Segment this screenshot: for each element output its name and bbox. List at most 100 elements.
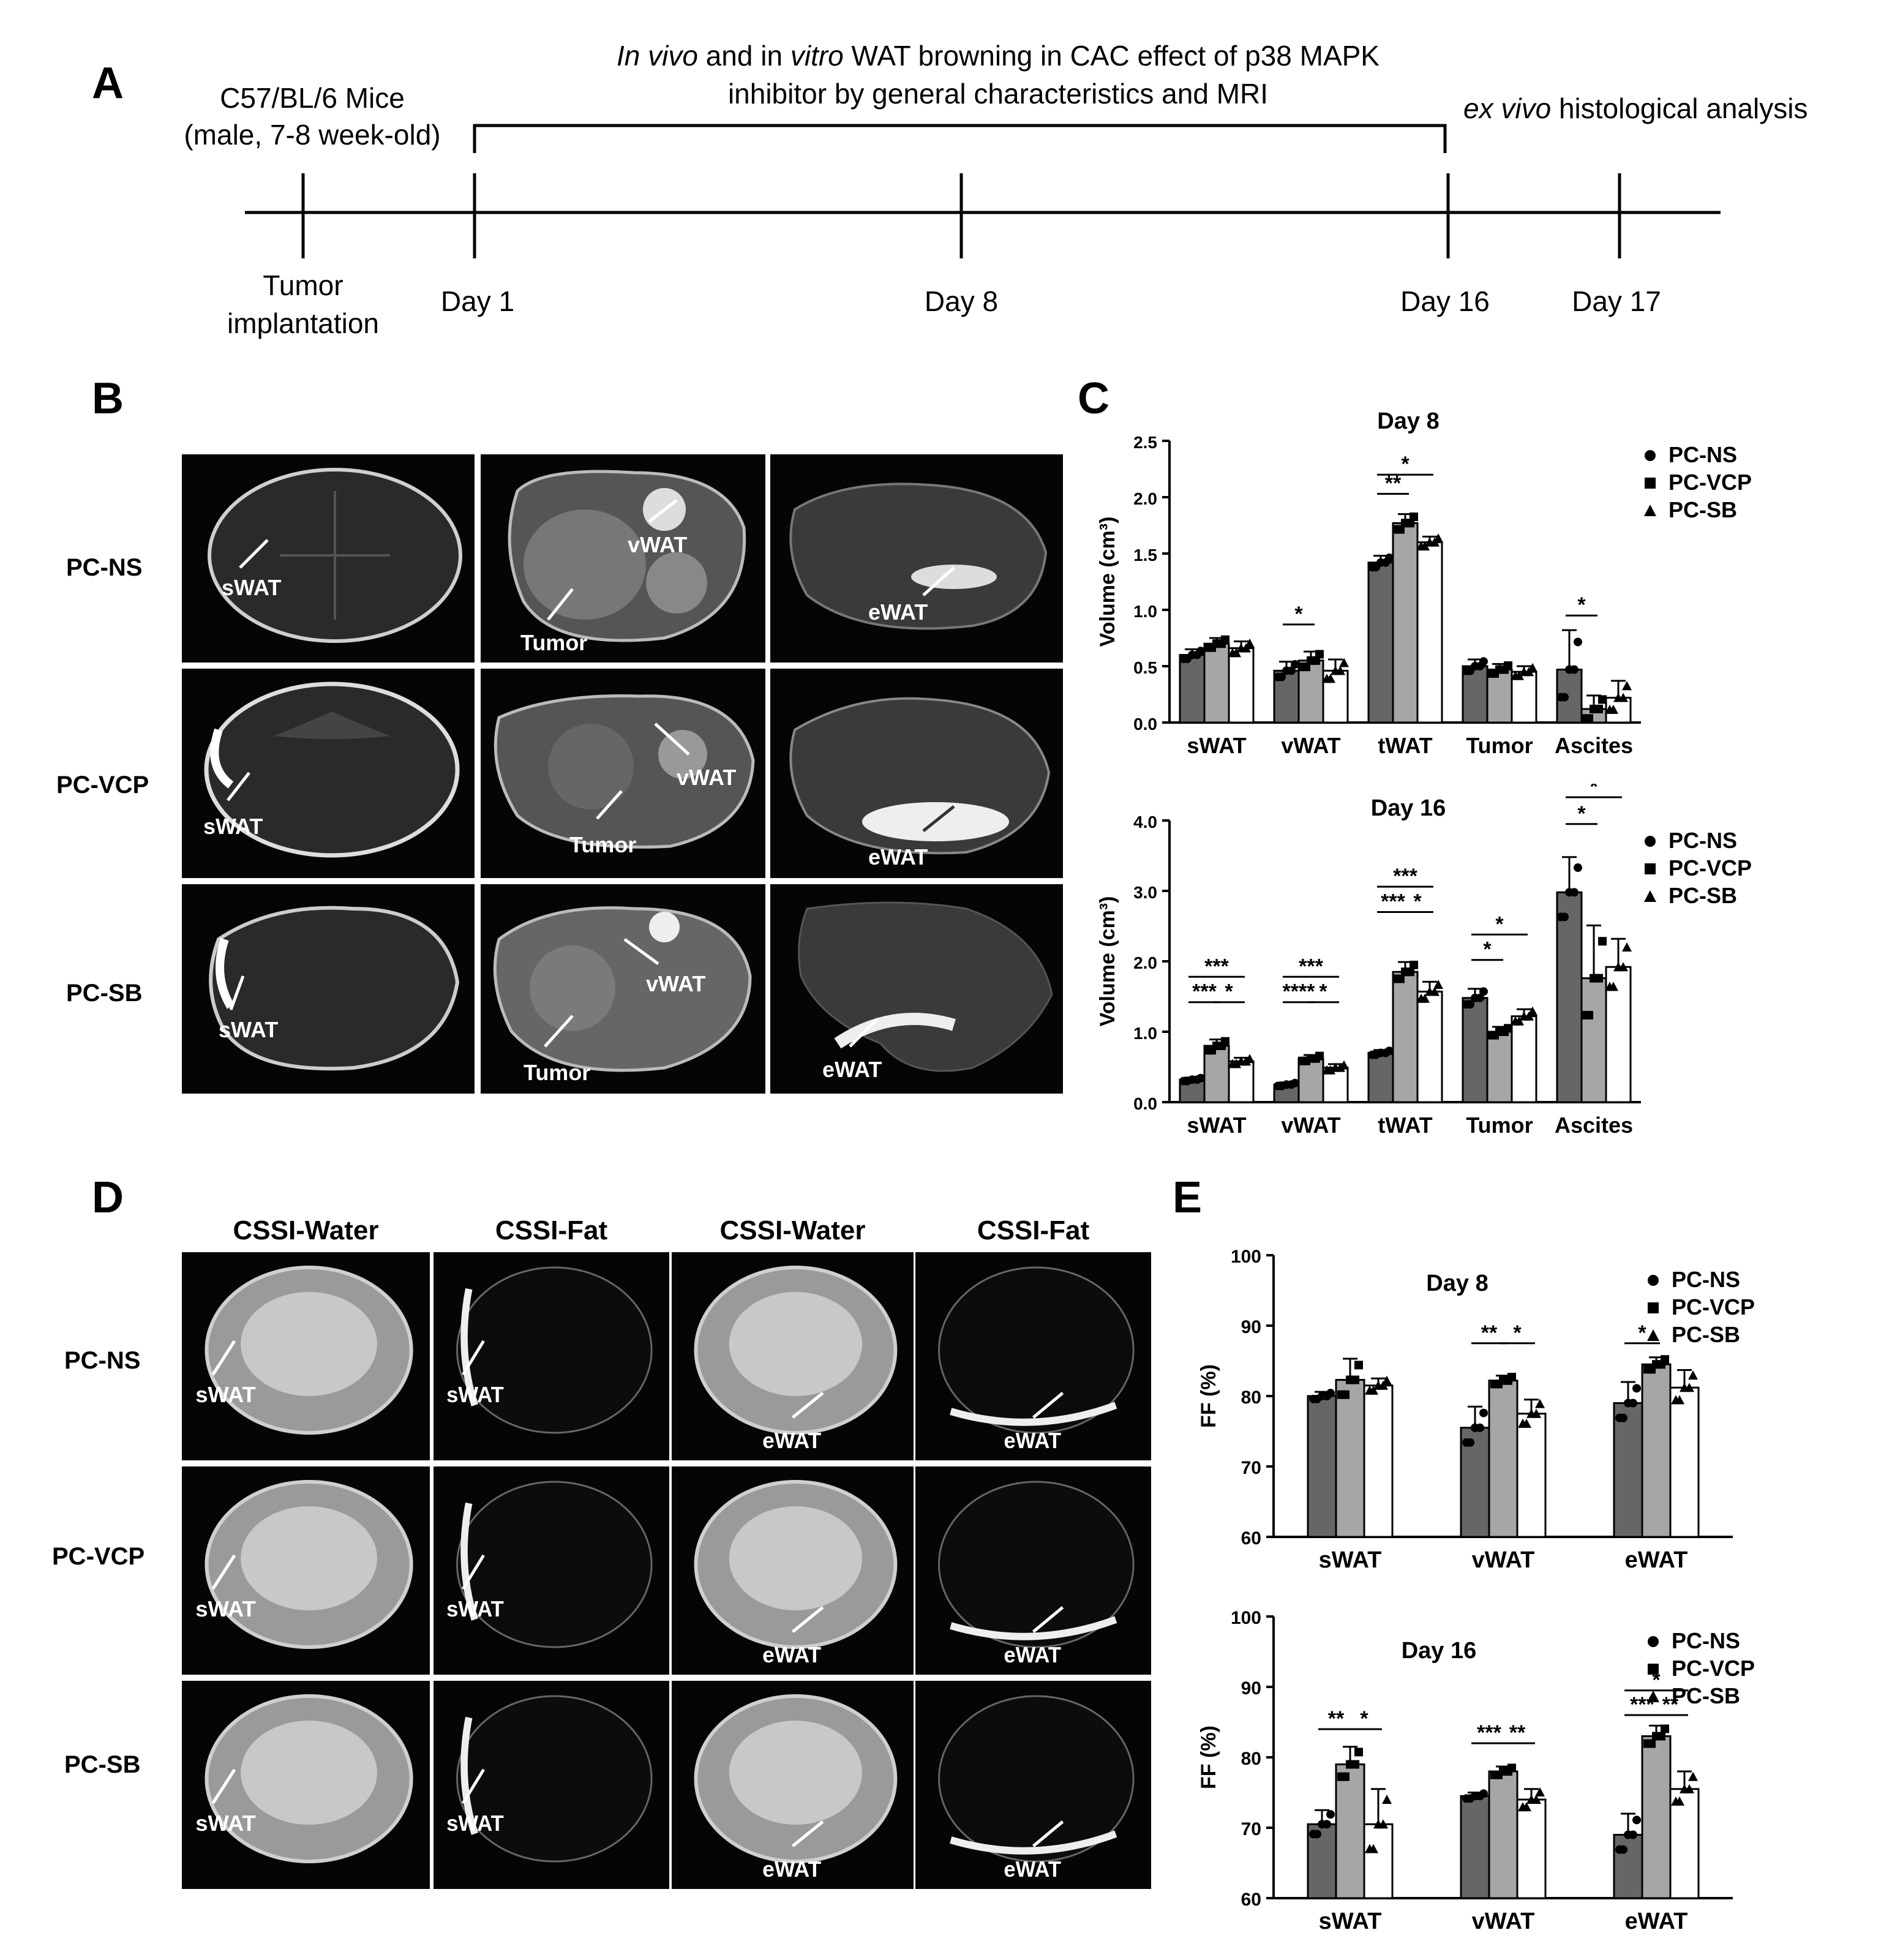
d-col-label-2: CSSI-Fat (495, 1215, 608, 1245)
b-annot-ewat-ns: eWAT (868, 599, 928, 625)
significance-label: * (1483, 938, 1492, 961)
b-row-label-vcp: PC-VCP (56, 772, 149, 798)
data-point (1476, 1792, 1484, 1801)
data-point (1622, 681, 1632, 691)
y-tick-label: 100 (1231, 1608, 1261, 1628)
data-point (1193, 650, 1201, 659)
b-annot-ewat-vcp: eWAT (868, 844, 928, 869)
data-point (1382, 1375, 1392, 1385)
d-mri-r3-c4: eWAT (915, 1681, 1151, 1889)
data-point (1277, 672, 1286, 681)
significance-label: * (1413, 890, 1422, 914)
data-point (1531, 1795, 1541, 1804)
bar-ascites-pc-vcp (1580, 977, 1607, 1103)
panel-e-letter: E (1173, 1173, 1203, 1222)
data-point (1420, 993, 1430, 1003)
data-point (1312, 656, 1320, 665)
legend-marker (1644, 890, 1656, 902)
d-annot-swat-r1-c1: sWAT (195, 1382, 256, 1407)
legend-label: PC-VCP (1672, 1656, 1755, 1681)
data-point (1231, 1059, 1241, 1068)
chart-title: Day 8 (1377, 408, 1439, 434)
data-point (1326, 1810, 1335, 1819)
b-mri-ns-1: sWAT (182, 454, 475, 663)
b-mri-vcp-2: vWAT Tumor (481, 669, 765, 878)
data-point (1675, 1395, 1684, 1405)
data-point (1594, 704, 1603, 713)
y-tick-label: 60 (1241, 1890, 1261, 1910)
data-point (1522, 1418, 1531, 1428)
significance-label: ** (1385, 471, 1402, 495)
bar-tumor-pc-vcp (1486, 669, 1513, 724)
bar-twat-pc-sb (1416, 541, 1443, 724)
d-annot-swat-r3-c1: sWAT (195, 1811, 256, 1836)
category-label: vWAT (1472, 1909, 1535, 1934)
d-mri-r2-c3: eWAT (672, 1466, 914, 1675)
data-point (1378, 1380, 1388, 1390)
d-annot-ewat-r1-c4: eWAT (1004, 1429, 1061, 1453)
significance-label: ** (1328, 1707, 1345, 1730)
significance-label: *** (1204, 955, 1229, 978)
bracket-title-mid-1: and in (697, 40, 790, 72)
data-point (1406, 519, 1414, 528)
bar-ewat-pc-sb (1669, 1386, 1700, 1538)
chart-title: Day 16 (1402, 1638, 1477, 1664)
data-point (1476, 662, 1484, 670)
b-annot-tumor-vcp: Tumor (569, 832, 636, 857)
data-point (1354, 1361, 1363, 1370)
d-col-label-1: CSSI-Water (233, 1215, 379, 1245)
b-mri-vcp-3: eWAT (770, 669, 1063, 878)
data-point (1207, 643, 1216, 652)
legend-label: PC-NS (1669, 828, 1737, 853)
data-point (1291, 660, 1299, 669)
data-point (1522, 1802, 1531, 1812)
d-annot-ewat-r3-c4: eWAT (1004, 1857, 1061, 1882)
category-label: eWAT (1625, 1909, 1688, 1934)
data-point (1354, 1748, 1363, 1757)
data-point (1632, 1384, 1641, 1393)
data-point (1514, 670, 1524, 680)
significance-label: * (1495, 912, 1504, 936)
bar-swat-pc-vcp (1335, 1763, 1365, 1899)
data-point (1466, 1000, 1474, 1009)
panel-a-letter: A (92, 59, 124, 108)
y-tick-label: 90 (1241, 1317, 1261, 1337)
tick-label-implantation: Tumor implantation (196, 266, 410, 342)
bar-ascites-pc-ns (1556, 891, 1583, 1103)
d-mri-r3-c1: sWAT (182, 1681, 430, 1889)
d-mri-r1-c3: eWAT (672, 1252, 914, 1460)
d-mri-r2-c1: sWAT (182, 1466, 430, 1675)
ex-vivo-italic: ex vivo (1463, 92, 1552, 124)
data-point (1684, 1383, 1694, 1392)
data-point (1466, 666, 1474, 675)
data-point (1618, 962, 1628, 972)
significance-label: ** (1481, 1321, 1498, 1345)
timeline-bracket (473, 124, 1447, 153)
data-point (1500, 665, 1509, 674)
data-point (1207, 1046, 1216, 1055)
b-row-label-ns: PC-NS (66, 554, 143, 581)
d-mri-r1-c4: eWAT (915, 1252, 1151, 1460)
data-point (1381, 1048, 1390, 1057)
legend-label: PC-VCP (1669, 470, 1752, 495)
data-point (1368, 1844, 1378, 1853)
b-mri-sb-3: eWAT (770, 884, 1063, 1094)
data-point (1570, 888, 1579, 897)
data-point (1341, 1390, 1350, 1399)
legend-marker (1645, 863, 1656, 874)
bar-twat-pc-vcp (1392, 522, 1419, 724)
significance-label: *** (1381, 890, 1405, 914)
data-point (1466, 1794, 1474, 1803)
data-point (1341, 1772, 1350, 1781)
data-point (1339, 658, 1349, 667)
data-point (1585, 1010, 1593, 1019)
data-point (1675, 1796, 1684, 1806)
data-point (1622, 942, 1632, 952)
legend-label: PC-NS (1669, 442, 1737, 467)
b-annot-swat-ns: sWAT (222, 575, 281, 600)
data-point (1528, 1006, 1537, 1016)
data-point (1490, 669, 1499, 678)
y-tick-label: 80 (1241, 1749, 1261, 1769)
b-annot-vwat-ns: vWAT (628, 532, 687, 557)
data-point (1684, 1784, 1694, 1793)
